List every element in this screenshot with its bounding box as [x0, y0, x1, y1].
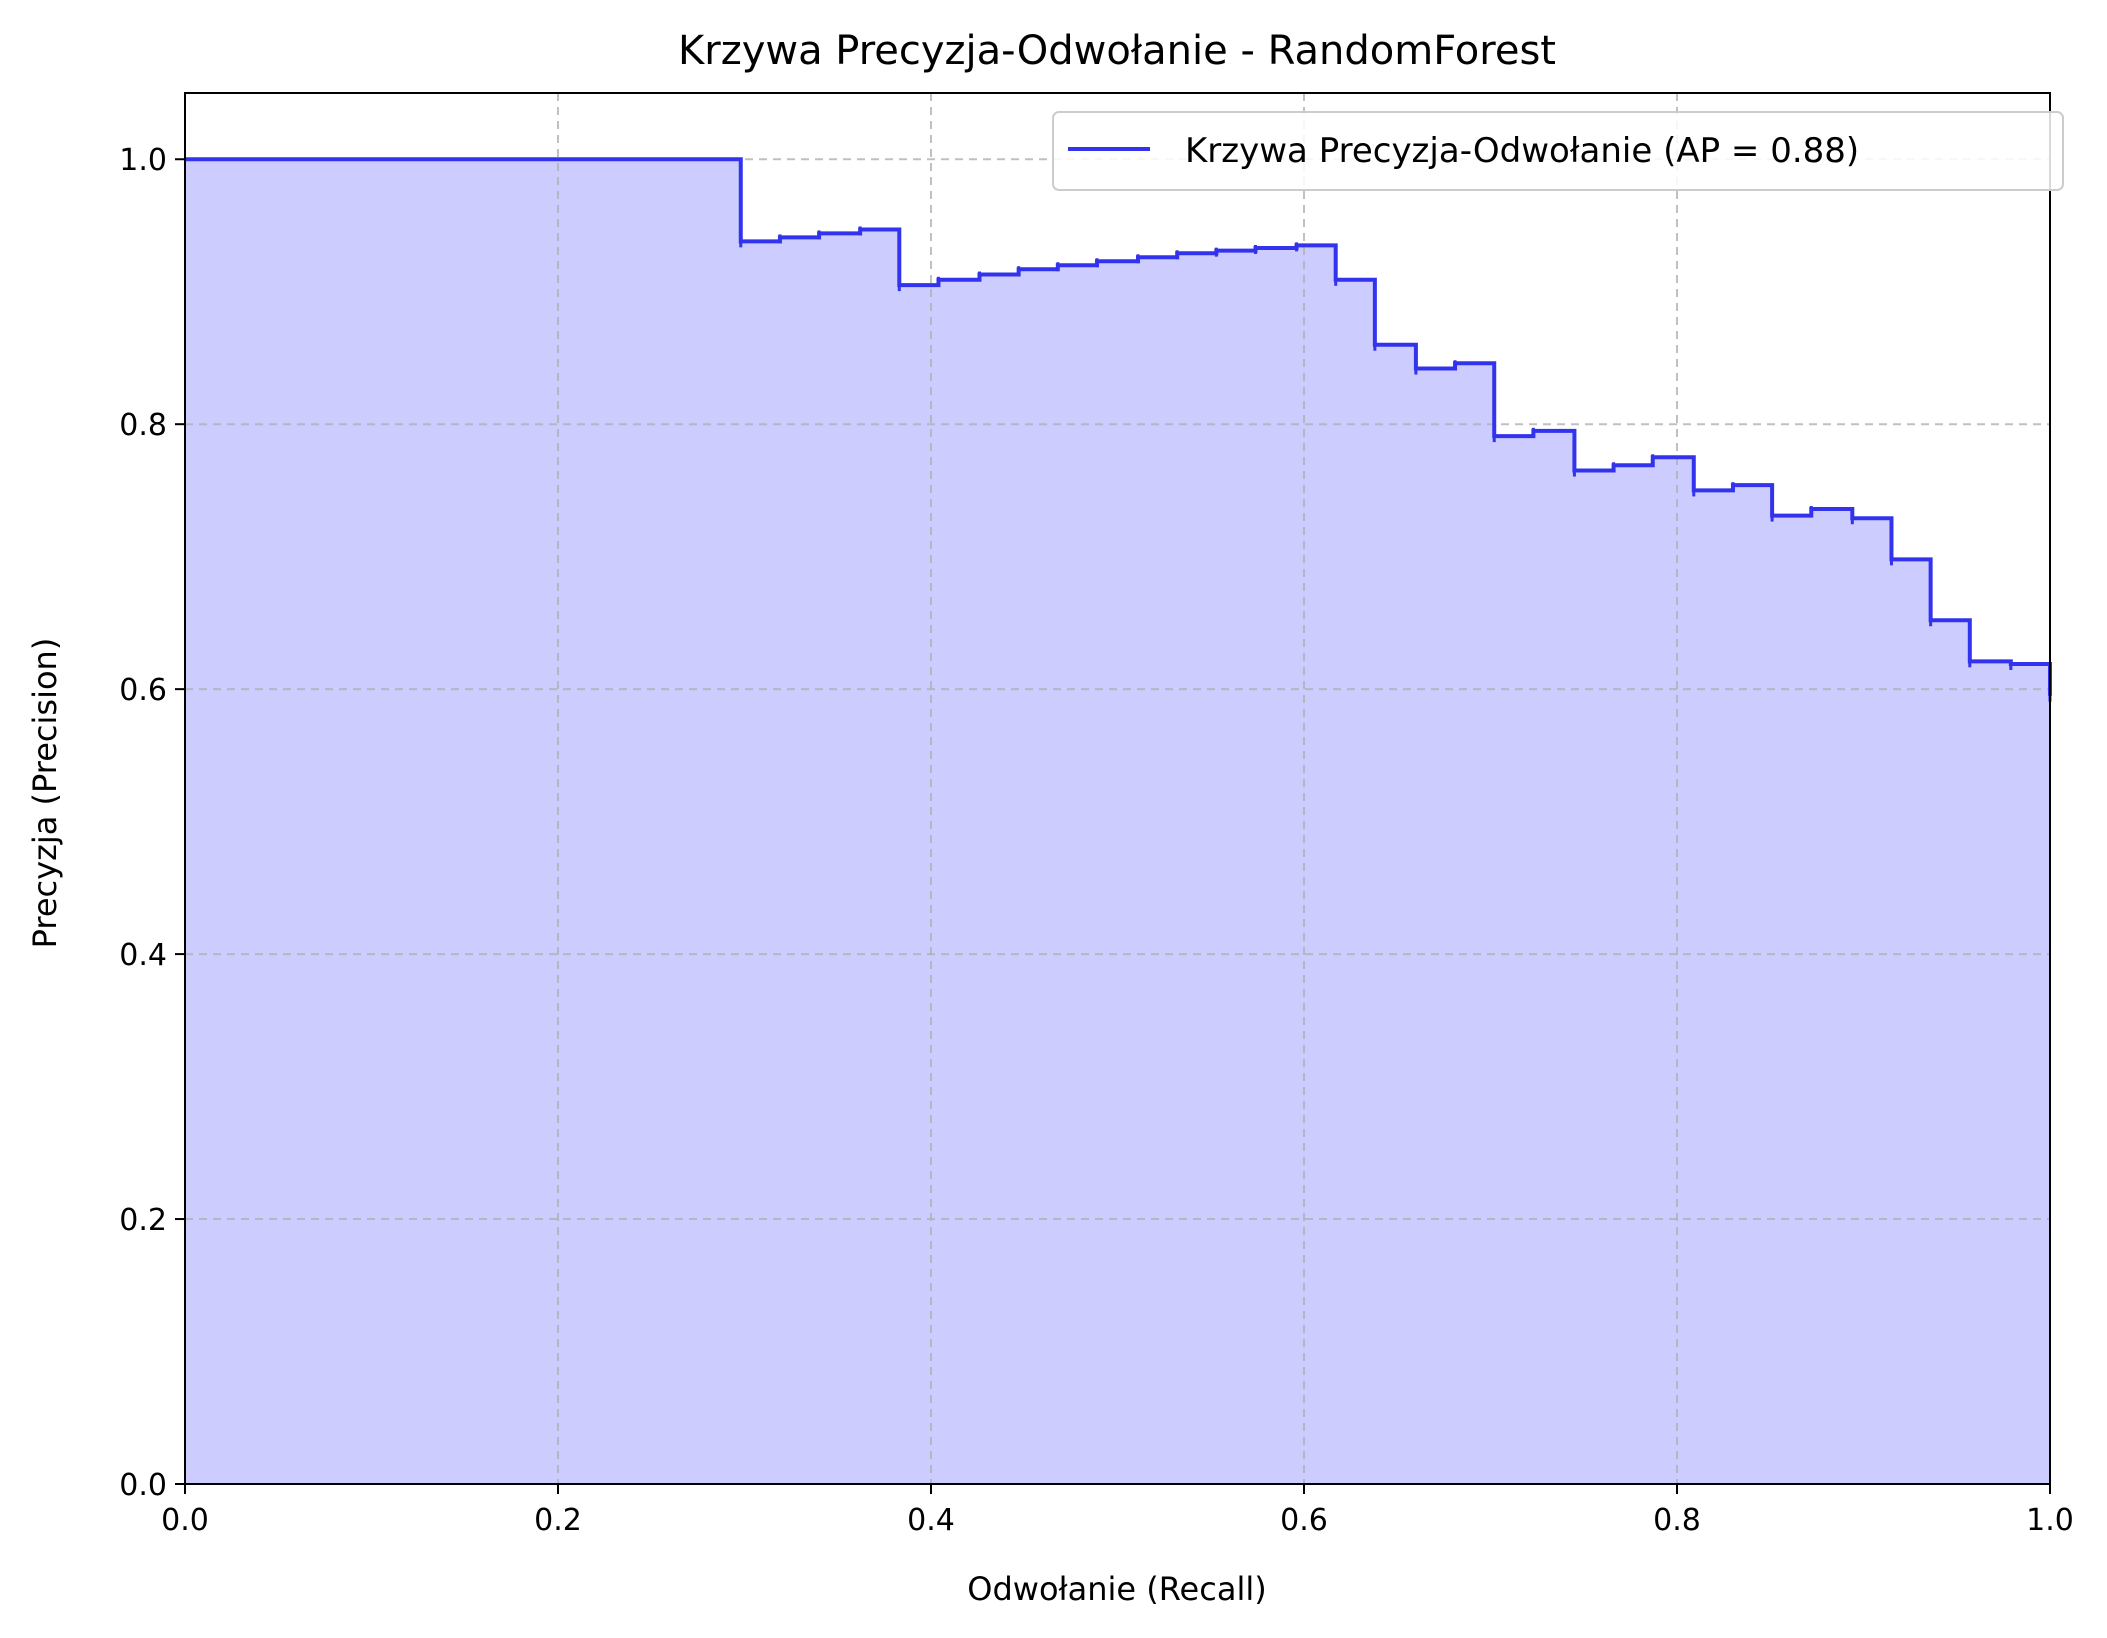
- area-under-curve: [185, 159, 2050, 1485]
- x-tick-label-4: 0.8: [1653, 1503, 1701, 1538]
- x-tick-label-0: 0.0: [161, 1503, 209, 1538]
- axes-frame: [184, 92, 2051, 1485]
- x-axis-ticks: 0.0 0.2 0.4 0.6 0.8 1.0: [161, 1484, 2074, 1538]
- y-tick-label-2: 0.4: [119, 938, 167, 973]
- x-tick-label-3: 0.6: [1280, 1503, 1328, 1538]
- y-axis-ticks: 0.0 0.2 0.4 0.6 0.8 1.0: [119, 143, 185, 1503]
- x-axis-label: Odwołanie (Recall): [967, 1570, 1266, 1608]
- y-tick-label-4: 0.8: [119, 408, 167, 443]
- legend-entry-label: Krzywa Precyzja-Odwołanie (AP = 0.88): [1185, 131, 1859, 171]
- legend: Krzywa Precyzja-Odwołanie (AP = 0.88): [1052, 111, 2064, 191]
- x-tick-label-1: 0.2: [534, 1503, 582, 1538]
- plot-area: [184, 93, 2052, 1485]
- x-tick-label-2: 0.4: [907, 1503, 955, 1538]
- y-tick-label-0: 0.0: [119, 1468, 167, 1503]
- legend-box: [1052, 111, 2064, 191]
- y-tick-label-5: 1.0: [119, 143, 167, 178]
- y-axis-label: Precyzja (Precision): [26, 638, 64, 949]
- y-tick-label-1: 0.2: [119, 1203, 167, 1238]
- chart-title: Krzywa Precyzja-Odwołanie - RandomForest: [678, 28, 1556, 74]
- x-tick-label-5: 1.0: [2026, 1503, 2074, 1538]
- y-tick-label-3: 0.6: [119, 673, 167, 708]
